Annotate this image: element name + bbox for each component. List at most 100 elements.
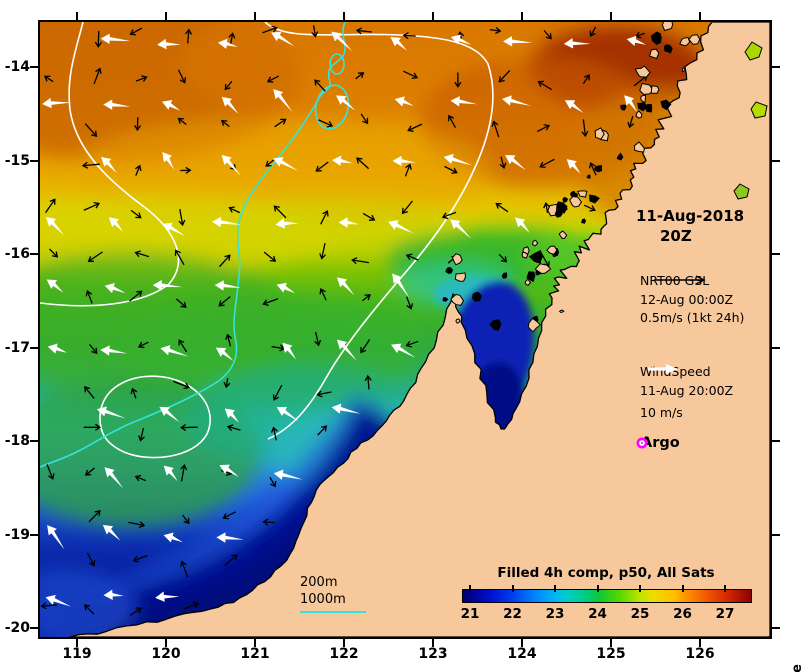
coastal-lagoons <box>733 41 768 200</box>
current-arrow <box>362 212 376 221</box>
isobath-1000m-label: 1000m <box>300 592 346 607</box>
wind-arrow <box>336 339 357 361</box>
current-vector-arrows <box>40 25 648 617</box>
island <box>445 267 454 274</box>
current-arrow <box>447 114 457 128</box>
island <box>547 203 558 217</box>
current-arrow <box>94 30 102 48</box>
island <box>586 174 591 179</box>
current-arrow <box>134 474 147 482</box>
current-arrow <box>180 166 192 174</box>
lon-tick-bottom <box>254 639 256 647</box>
wind-vector-arrows <box>42 31 647 607</box>
island <box>620 104 627 111</box>
lon-tick-label: 123 <box>418 646 448 662</box>
lat-tick-label: -19 <box>4 526 30 543</box>
current-arrow <box>406 296 414 310</box>
current-arrow <box>228 32 236 45</box>
island <box>532 239 539 247</box>
island <box>442 297 449 302</box>
current-arrow <box>180 424 198 432</box>
current-arrow <box>89 344 98 355</box>
current-arrow <box>130 209 142 219</box>
lat-tick-left <box>30 66 38 68</box>
island <box>650 85 660 94</box>
wind-arrow <box>563 38 591 49</box>
current-arrow <box>539 158 555 169</box>
wind-arrow <box>338 217 360 228</box>
wind-arrow <box>624 95 638 113</box>
wind-arrow <box>155 591 180 602</box>
wind-arrow <box>47 343 68 354</box>
current-arrow <box>183 601 200 610</box>
current-arrow <box>495 202 509 213</box>
current-arrow <box>134 164 142 176</box>
lat-tick-right <box>772 253 780 255</box>
colorbar-tick <box>639 585 641 592</box>
island <box>648 48 660 60</box>
current-arrow <box>315 161 329 172</box>
lon-tick-bottom <box>76 639 78 647</box>
wind-arrow <box>388 220 414 234</box>
current-arrow <box>316 390 332 398</box>
contour-1000m <box>314 84 350 130</box>
lon-tick-top <box>254 12 256 20</box>
wind-key-valid: 11-Aug 20:00Z <box>640 382 734 398</box>
current-arrow <box>224 80 233 91</box>
lat-tick-right <box>772 533 780 536</box>
wind-arrow <box>215 347 234 361</box>
wind-arrow <box>394 96 414 107</box>
wind-arrow <box>515 217 530 233</box>
wind-arrow <box>503 36 533 47</box>
wind-arrow <box>450 219 472 239</box>
current-arrow <box>319 287 327 301</box>
wind-arrow <box>100 33 131 45</box>
current-arrow <box>543 30 552 40</box>
map-canvas <box>40 22 770 637</box>
current-arrow <box>491 120 500 138</box>
current-arrow <box>270 426 278 441</box>
current-arrow <box>360 339 371 354</box>
wind-arrow <box>46 279 64 293</box>
wind-arrow <box>331 31 353 52</box>
wind-arrow <box>391 343 416 358</box>
wind-arrow <box>160 345 189 357</box>
colorbar-tick <box>596 585 599 592</box>
lon-tick-top <box>521 12 523 20</box>
isobath-legend: 200m 1000m <box>300 574 366 613</box>
island <box>639 82 655 95</box>
lon-tick-top <box>76 12 78 20</box>
current-arrow <box>582 74 590 85</box>
wind-arrow <box>275 218 299 229</box>
current-arrow <box>355 72 365 80</box>
island <box>455 318 461 324</box>
island <box>594 165 603 173</box>
wind-arrow <box>47 525 65 550</box>
colorbar <box>462 589 752 603</box>
gsl-key-valid: 12-Aug 00:00Z <box>640 291 734 307</box>
lon-tick-top <box>343 12 345 20</box>
current-arrow <box>402 32 416 40</box>
current-arrow <box>627 115 635 129</box>
wind-arrow <box>159 406 180 423</box>
current-arrow <box>185 28 193 44</box>
current-arrow <box>318 119 334 128</box>
island <box>454 272 467 282</box>
island <box>521 251 529 259</box>
lon-tick-top <box>165 12 167 20</box>
current-arrow <box>356 157 370 170</box>
wind-arrow <box>276 282 295 294</box>
wind-arrow <box>505 155 526 171</box>
land-mass <box>69 22 770 637</box>
current-arrow <box>444 165 458 174</box>
wind-arrow <box>273 157 299 171</box>
current-arrow <box>362 294 371 302</box>
wind-arrow <box>45 594 72 607</box>
current-arrow <box>543 202 551 213</box>
wind-arrow <box>157 38 181 50</box>
current-arrow <box>81 161 100 169</box>
island <box>560 205 568 212</box>
lon-tick-bottom <box>432 639 434 647</box>
island <box>576 190 588 198</box>
lon-tick-label: 122 <box>329 646 359 662</box>
